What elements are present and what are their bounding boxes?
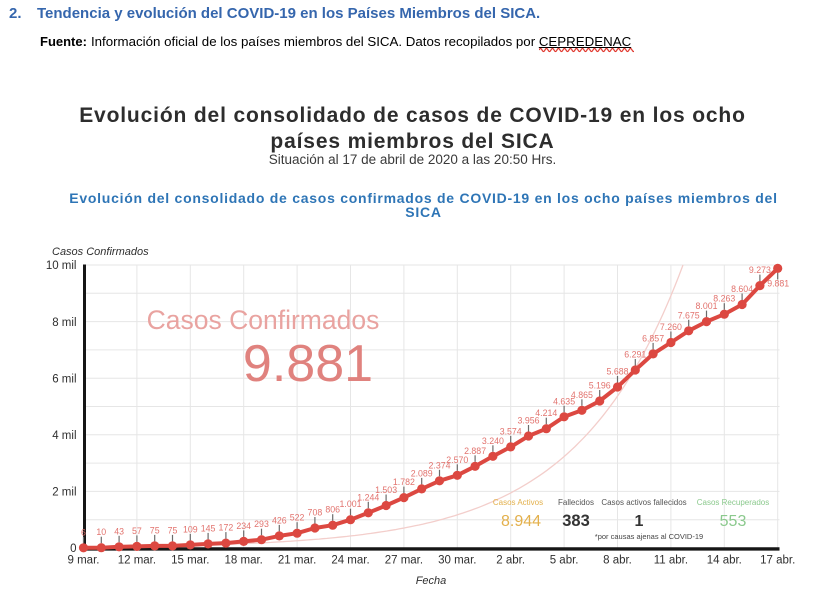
svg-text:1.503: 1.503 <box>375 485 397 495</box>
svg-text:3.574: 3.574 <box>500 426 522 436</box>
svg-text:30 mar.: 30 mar. <box>438 555 476 567</box>
svg-text:9.881: 9.881 <box>767 278 789 288</box>
svg-text:21 mar.: 21 mar. <box>278 555 316 567</box>
svg-text:3.956: 3.956 <box>517 416 539 426</box>
svg-text:172: 172 <box>219 523 234 533</box>
svg-text:5.688: 5.688 <box>606 367 628 377</box>
svg-text:11 abr.: 11 abr. <box>654 555 688 567</box>
svg-text:8.263: 8.263 <box>713 294 735 304</box>
svg-text:426: 426 <box>272 515 287 525</box>
svg-text:1: 1 <box>635 513 644 530</box>
svg-text:8.604: 8.604 <box>731 284 753 294</box>
svg-text:2 mil: 2 mil <box>52 487 76 499</box>
svg-text:708: 708 <box>308 508 323 518</box>
svg-text:10 mil: 10 mil <box>46 260 77 272</box>
svg-text:15 mar.: 15 mar. <box>171 555 209 567</box>
svg-text:1.001: 1.001 <box>339 499 361 509</box>
svg-text:6.291: 6.291 <box>624 350 646 360</box>
svg-text:*por causas ajenas al COVID-19: *por causas ajenas al COVID-19 <box>595 532 703 541</box>
svg-text:3.240: 3.240 <box>482 436 504 446</box>
svg-text:Casos Recuperados: Casos Recuperados <box>697 498 769 507</box>
svg-text:806: 806 <box>325 505 340 515</box>
svg-text:8 mil: 8 mil <box>52 317 76 329</box>
svg-text:Fecha: Fecha <box>416 575 447 587</box>
svg-text:1.782: 1.782 <box>393 477 415 487</box>
svg-text:75: 75 <box>150 525 160 535</box>
svg-text:4.865: 4.865 <box>571 390 593 400</box>
svg-text:12 mar.: 12 mar. <box>118 555 156 567</box>
svg-text:2.887: 2.887 <box>464 446 486 456</box>
svg-text:522: 522 <box>290 513 305 523</box>
svg-text:383: 383 <box>562 512 590 530</box>
svg-text:6 mil: 6 mil <box>52 373 76 385</box>
svg-text:24 mar.: 24 mar. <box>331 555 369 567</box>
svg-text:4.635: 4.635 <box>553 396 575 406</box>
svg-text:17 abr.: 17 abr. <box>760 555 795 567</box>
svg-text:57: 57 <box>132 526 142 536</box>
svg-text:145: 145 <box>201 523 216 533</box>
svg-text:2 abr.: 2 abr. <box>496 555 525 567</box>
svg-text:8 abr.: 8 abr. <box>603 555 632 567</box>
svg-text:8.001: 8.001 <box>695 301 717 311</box>
svg-text:43: 43 <box>114 526 124 536</box>
svg-text:Casos Activos: Casos Activos <box>493 498 543 507</box>
svg-text:5.196: 5.196 <box>589 381 611 391</box>
svg-text:7.675: 7.675 <box>678 310 700 320</box>
svg-text:0: 0 <box>70 543 76 555</box>
svg-text:Casos Confirmados: Casos Confirmados <box>147 305 380 335</box>
svg-text:293: 293 <box>254 519 269 529</box>
svg-text:6.857: 6.857 <box>642 333 664 343</box>
svg-text:6: 6 <box>81 527 86 537</box>
svg-text:27 mar.: 27 mar. <box>385 555 423 567</box>
svg-text:9 mar.: 9 mar. <box>68 555 100 567</box>
svg-text:109: 109 <box>183 524 198 534</box>
svg-text:234: 234 <box>236 521 251 531</box>
svg-text:14 abr.: 14 abr. <box>707 555 742 567</box>
svg-text:9.881: 9.881 <box>243 335 373 393</box>
svg-text:Casos activos fallecidos: Casos activos fallecidos <box>601 498 686 507</box>
svg-text:8.944: 8.944 <box>501 513 541 530</box>
svg-text:1.244: 1.244 <box>357 492 379 502</box>
svg-text:7.260: 7.260 <box>660 322 682 332</box>
svg-text:10: 10 <box>96 527 106 537</box>
svg-text:75: 75 <box>168 525 178 535</box>
svg-text:553: 553 <box>720 513 747 530</box>
svg-text:2.089: 2.089 <box>411 468 433 478</box>
svg-text:4.214: 4.214 <box>535 408 557 418</box>
svg-text:4 mil: 4 mil <box>52 430 76 442</box>
svg-text:2.570: 2.570 <box>446 455 468 465</box>
svg-text:Fallecidos: Fallecidos <box>558 498 594 507</box>
svg-text:5 abr.: 5 abr. <box>550 555 579 567</box>
svg-text:Casos Confirmados: Casos Confirmados <box>52 246 149 258</box>
svg-text:9.273: 9.273 <box>749 265 771 275</box>
svg-text:2.374: 2.374 <box>428 460 450 470</box>
svg-text:18 mar.: 18 mar. <box>225 555 263 567</box>
